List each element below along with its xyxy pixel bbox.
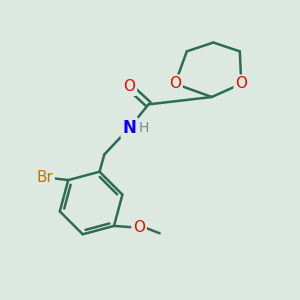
Text: Br: Br: [36, 170, 53, 185]
Text: O: O: [133, 220, 145, 235]
Text: O: O: [169, 76, 181, 91]
Text: O: O: [235, 76, 247, 91]
Text: N: N: [122, 119, 136, 137]
Text: O: O: [123, 79, 135, 94]
Text: H: H: [138, 121, 149, 135]
